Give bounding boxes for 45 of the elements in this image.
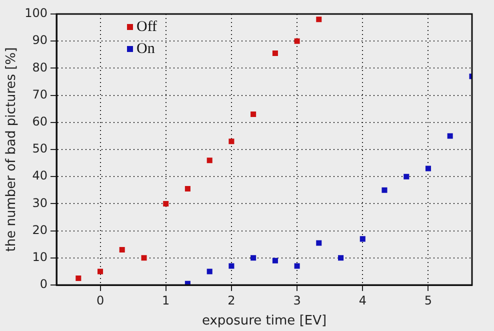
point	[294, 38, 300, 44]
point	[425, 166, 432, 172]
point	[184, 186, 190, 192]
point	[119, 247, 125, 253]
y-tick-label: 10	[32, 250, 48, 264]
point	[272, 258, 278, 264]
point	[206, 158, 212, 164]
point	[338, 255, 344, 261]
y-tick-label: 60	[32, 114, 48, 129]
y-tick-label: 30	[32, 196, 48, 210]
x-tick-label: 5	[424, 293, 432, 308]
point	[228, 138, 234, 144]
y-tick-label: 20	[32, 222, 48, 237]
point	[97, 268, 104, 274]
x-tick-label: 0	[96, 293, 104, 308]
y-tick-label: 0	[40, 277, 48, 292]
point	[447, 133, 453, 139]
point	[382, 187, 388, 193]
x-tick-label: 2	[228, 293, 236, 308]
y-tick-label: 100	[24, 6, 48, 20]
point	[250, 255, 256, 261]
point	[404, 174, 410, 180]
point	[316, 16, 322, 22]
legend-label: Off	[136, 18, 158, 36]
point	[250, 112, 256, 118]
y-tick-label: 80	[32, 60, 48, 74]
point	[294, 263, 300, 269]
x-axis-title: exposure time [EV]	[202, 314, 327, 329]
point	[316, 240, 322, 246]
point	[206, 268, 212, 274]
y-tick-label: 70	[32, 87, 48, 102]
legend-label: On	[136, 40, 155, 58]
point	[360, 236, 366, 242]
point	[163, 200, 169, 206]
x-tick-label: 4	[358, 293, 366, 308]
point	[272, 50, 278, 56]
y-tick-label: 50	[32, 142, 48, 156]
point	[141, 255, 147, 261]
y-tick-label: 40	[32, 168, 48, 183]
y-tick-label: 90	[32, 33, 48, 48]
point	[76, 275, 82, 281]
point	[228, 263, 234, 269]
x-tick-label: 1	[162, 293, 170, 308]
x-tick-label: 3	[293, 293, 301, 308]
y-axis-title: the number of bad pictures [%]	[4, 47, 20, 252]
